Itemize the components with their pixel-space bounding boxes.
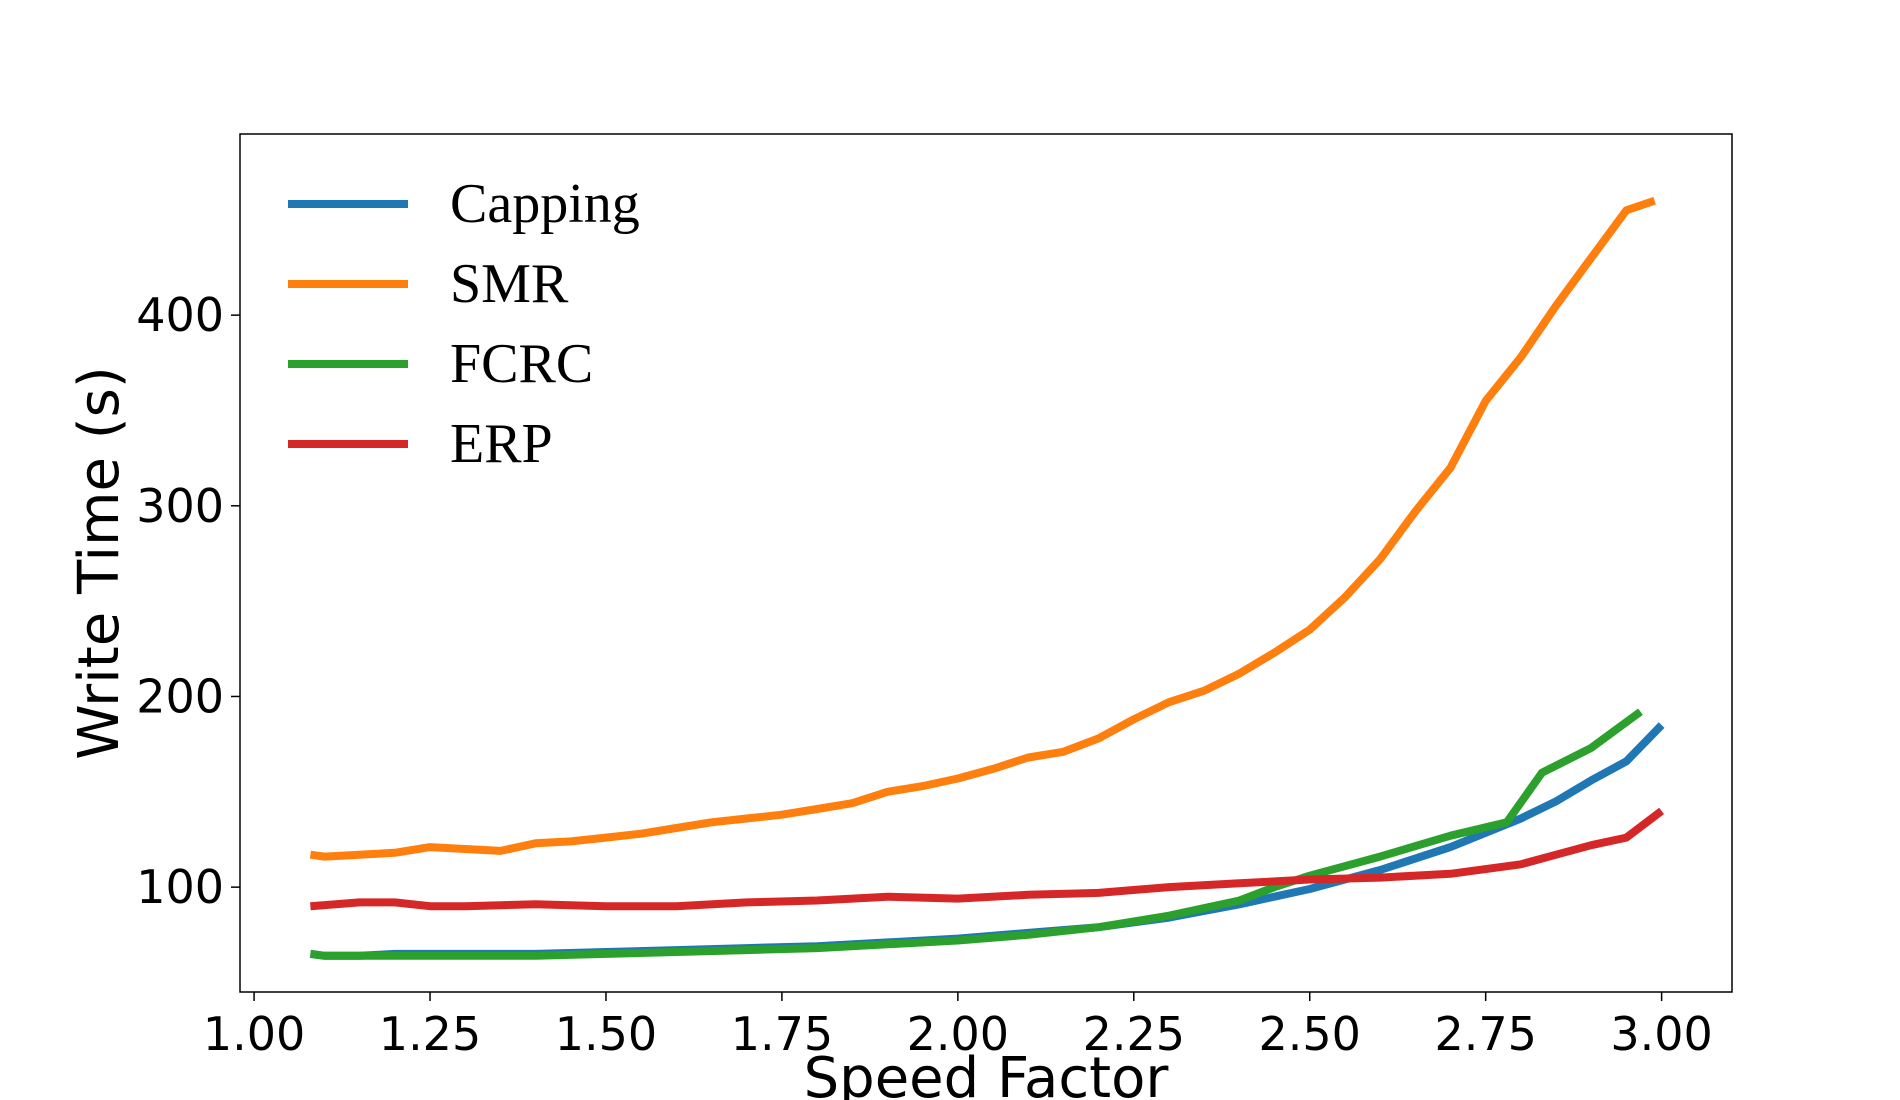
x-tick-label: 1.25 [379, 1007, 481, 1061]
y-axis-ticks: 100 200 300 400 [136, 288, 240, 914]
legend-item-smr: SMR [288, 253, 569, 315]
x-tick-label: 1.50 [555, 1007, 657, 1061]
x-tick-label: 3.00 [1610, 1007, 1712, 1061]
series-line-smr [309, 196, 1656, 861]
series-line-erp [310, 807, 1665, 911]
legend-label: Capping [450, 173, 640, 235]
x-tick-label: 2.00 [907, 1007, 1009, 1061]
y-axis-title: Write Time (s) [67, 366, 132, 759]
x-tick-label: 2.50 [1259, 1007, 1361, 1061]
x-tick-label: 2.25 [1083, 1007, 1185, 1061]
legend: Capping SMR FCRC ERP [288, 173, 640, 475]
legend-label: FCRC [450, 333, 593, 395]
legend-item-fcrc: FCRC [288, 333, 593, 395]
plot-area-frame [239, 133, 1733, 993]
x-tick-label: 1.00 [203, 1007, 305, 1061]
legend-item-erp: ERP [288, 413, 553, 475]
series-line-fcrc [309, 708, 1643, 960]
x-tick-label: 2.75 [1434, 1007, 1536, 1061]
y-tick-label: 100 [136, 860, 224, 914]
y-tick-label: 300 [136, 479, 224, 533]
legend-item-capping: Capping [288, 173, 640, 235]
x-axis-title: Speed Factor [804, 1046, 1170, 1100]
legend-label: SMR [450, 253, 569, 315]
y-tick-label: 400 [136, 288, 224, 342]
x-tick-label: 1.75 [731, 1007, 833, 1061]
series-line-capping [309, 722, 1665, 960]
series-layer [309, 196, 1665, 960]
x-axis-ticks: 1.00 1.25 1.50 1.75 2.00 2.25 2.50 2.75 3.00 [203, 992, 1713, 1061]
y-tick-label: 200 [136, 669, 224, 723]
legend-label: ERP [450, 413, 553, 475]
